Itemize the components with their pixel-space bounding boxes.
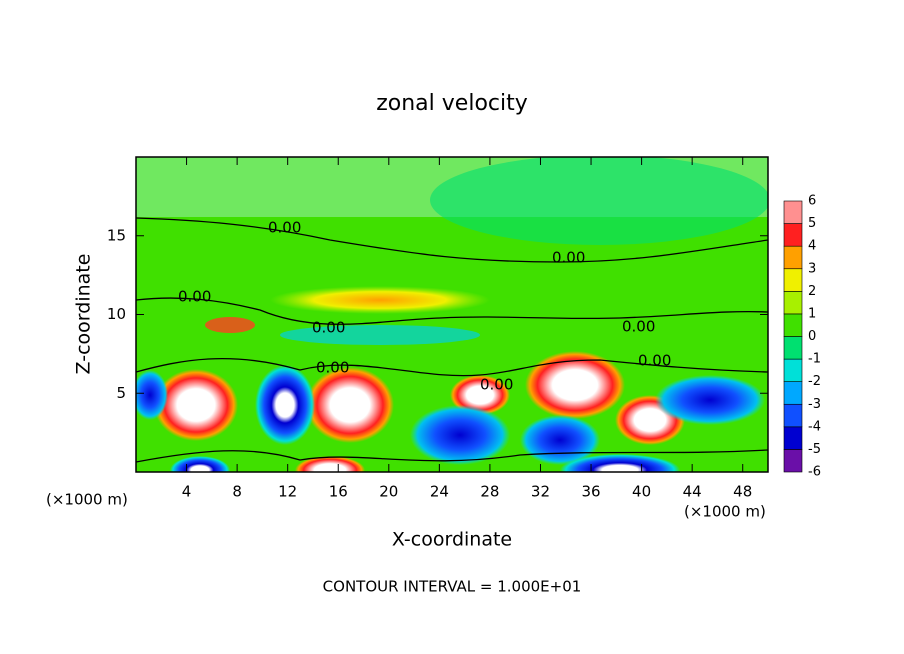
contour-label: 0.00 bbox=[316, 359, 349, 377]
field bbox=[136, 157, 768, 472]
x-tick-label: 24 bbox=[430, 483, 449, 501]
colorbar-label: 4 bbox=[808, 239, 816, 254]
colorbar-label: -3 bbox=[808, 397, 821, 412]
colorbar-segment bbox=[783, 223, 803, 247]
contour-line bbox=[136, 357, 768, 377]
colorbar-segment bbox=[783, 449, 803, 473]
colorbar-label: 1 bbox=[808, 306, 816, 321]
x-tick-label: 8 bbox=[232, 483, 242, 501]
colorbar-segment bbox=[783, 403, 803, 428]
x-tick-label: 48 bbox=[733, 483, 752, 501]
contour-label: 0.00 bbox=[312, 319, 345, 337]
colorbar-label: 6 bbox=[808, 194, 816, 209]
colorbar-label: -4 bbox=[808, 419, 821, 434]
contour-label: 0.00 bbox=[638, 352, 671, 370]
colorbar-segment bbox=[783, 313, 803, 337]
field-blob bbox=[306, 367, 394, 443]
colorbar-segment bbox=[783, 245, 803, 270]
field-blob bbox=[154, 369, 238, 441]
x-tick-label: 44 bbox=[683, 483, 702, 501]
y-tick-label: 5 bbox=[116, 384, 126, 402]
colorbar-segment bbox=[783, 381, 803, 405]
field-blob bbox=[280, 325, 480, 345]
field-blob bbox=[655, 375, 765, 425]
colorbar-label: 2 bbox=[808, 284, 816, 299]
field-blob bbox=[430, 157, 768, 245]
colorbar-segment bbox=[783, 336, 803, 360]
colorbar-label: -2 bbox=[808, 374, 821, 389]
x-tick-label: 40 bbox=[632, 483, 651, 501]
contour-label: 0.00 bbox=[552, 249, 585, 267]
field-blob bbox=[450, 375, 510, 415]
x-tick-label: 12 bbox=[278, 483, 297, 501]
colorbar-segment bbox=[783, 200, 803, 224]
field-blob bbox=[136, 370, 168, 420]
field-blob bbox=[255, 365, 315, 445]
field-blob bbox=[205, 317, 255, 333]
y-tick-label: 15 bbox=[107, 226, 126, 244]
contour-line bbox=[136, 297, 768, 325]
contour-line bbox=[136, 217, 768, 263]
colorbar-segment bbox=[783, 291, 803, 315]
field-blob bbox=[410, 405, 510, 465]
contour-label: 0.00 bbox=[480, 376, 513, 394]
footer: CONTOUR INTERVAL = 1.000E+01 bbox=[323, 578, 582, 596]
colorbar-segment bbox=[783, 358, 803, 382]
x-tick-label: 16 bbox=[329, 483, 348, 501]
colorbar-label: 0 bbox=[808, 329, 816, 344]
colorbar-label: 3 bbox=[808, 261, 816, 276]
contour-label: 0.00 bbox=[268, 219, 301, 237]
x-axis-label: X-coordinate bbox=[392, 529, 512, 551]
contour-label: 0.00 bbox=[622, 318, 655, 336]
y-tick-label: 10 bbox=[107, 305, 126, 323]
x-tick-label: 32 bbox=[531, 483, 550, 501]
x-tick-label: 36 bbox=[581, 483, 600, 501]
x-unit-label: (×1000 m) bbox=[46, 491, 128, 509]
colorbar-label: -5 bbox=[808, 442, 821, 457]
field-blob bbox=[170, 456, 230, 472]
field-blob bbox=[270, 286, 490, 314]
field-blob bbox=[560, 454, 680, 472]
colorbar-segment bbox=[783, 268, 803, 292]
x-tick-label: 28 bbox=[480, 483, 499, 501]
contour-label: 0.00 bbox=[178, 288, 211, 306]
colorbar-segment bbox=[783, 426, 803, 450]
chart-title: zonal velocity bbox=[376, 91, 528, 116]
colorbar-label: -6 bbox=[808, 465, 821, 480]
x-tick-label: 20 bbox=[379, 483, 398, 501]
contour-line bbox=[136, 449, 768, 463]
x-unit-label: (×1000 m) bbox=[684, 503, 766, 521]
colorbar-label: -1 bbox=[808, 352, 821, 367]
field-blob bbox=[525, 351, 625, 419]
x-tick-label: 4 bbox=[182, 483, 192, 501]
colorbar-label: 5 bbox=[808, 216, 816, 231]
field-blob bbox=[295, 456, 365, 472]
y-axis-label: Z-coordinate bbox=[73, 254, 95, 375]
